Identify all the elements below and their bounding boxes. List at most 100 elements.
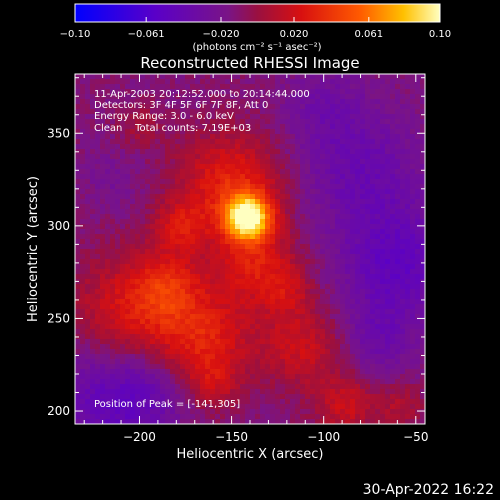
heatmap-cell bbox=[115, 144, 121, 150]
heatmap-cell bbox=[260, 119, 266, 125]
heatmap-cell bbox=[305, 309, 311, 315]
heatmap-cell bbox=[335, 294, 341, 300]
heatmap-cell bbox=[135, 154, 141, 160]
heatmap-cell bbox=[385, 274, 391, 280]
heatmap-cell bbox=[170, 104, 176, 110]
heatmap-cell bbox=[210, 349, 216, 355]
heatmap-cell bbox=[205, 214, 211, 220]
heatmap-cell bbox=[410, 299, 416, 305]
heatmap-cell bbox=[115, 259, 121, 265]
heatmap-cell bbox=[175, 339, 181, 345]
heatmap-cell bbox=[185, 249, 191, 255]
heatmap-cell bbox=[250, 284, 256, 290]
heatmap-cell bbox=[130, 234, 136, 240]
heatmap-cell bbox=[400, 79, 406, 85]
heatmap-cell bbox=[245, 224, 251, 230]
heatmap-cell bbox=[310, 384, 316, 390]
heatmap-cell bbox=[155, 209, 161, 215]
heatmap-cell bbox=[270, 204, 276, 210]
heatmap-cell bbox=[385, 379, 391, 385]
heatmap-cell bbox=[415, 84, 421, 90]
heatmap-cell bbox=[380, 79, 386, 85]
heatmap-cell bbox=[415, 99, 421, 105]
heatmap-cell bbox=[150, 99, 156, 105]
heatmap-cell bbox=[315, 249, 321, 255]
heatmap-cell bbox=[285, 319, 291, 325]
heatmap-cell bbox=[105, 289, 111, 295]
heatmap-cell bbox=[325, 399, 331, 405]
heatmap-cell bbox=[190, 214, 196, 220]
heatmap-cell bbox=[355, 414, 361, 420]
heatmap-cell bbox=[130, 359, 136, 365]
heatmap-cell bbox=[305, 409, 311, 415]
heatmap-cell bbox=[215, 94, 221, 100]
heatmap-cell bbox=[335, 169, 341, 175]
heatmap-cell bbox=[165, 234, 171, 240]
heatmap-cell bbox=[135, 249, 141, 255]
heatmap-cell bbox=[365, 179, 371, 185]
heatmap-cell bbox=[265, 179, 271, 185]
heatmap-cell bbox=[180, 374, 186, 380]
heatmap-cell bbox=[85, 359, 91, 365]
heatmap-cell bbox=[295, 284, 301, 290]
heatmap-cell bbox=[295, 94, 301, 100]
heatmap-cell bbox=[255, 99, 261, 105]
heatmap-cell bbox=[385, 299, 391, 305]
heatmap-cell bbox=[240, 284, 246, 290]
heatmap-cell bbox=[315, 339, 321, 345]
heatmap-cell bbox=[390, 344, 396, 350]
heatmap-cell bbox=[270, 179, 276, 185]
heatmap-cell bbox=[165, 284, 171, 290]
heatmap-cell bbox=[165, 74, 171, 80]
heatmap-cell bbox=[200, 304, 206, 310]
heatmap-cell bbox=[355, 74, 361, 80]
heatmap-cell bbox=[395, 354, 401, 360]
heatmap-cell bbox=[345, 294, 351, 300]
heatmap-cell bbox=[300, 304, 306, 310]
heatmap-cell bbox=[135, 204, 141, 210]
heatmap-cell bbox=[300, 194, 306, 200]
heatmap-cell bbox=[135, 89, 141, 95]
heatmap-cell bbox=[200, 84, 206, 90]
heatmap-cell bbox=[165, 304, 171, 310]
heatmap-cell bbox=[85, 154, 91, 160]
heatmap-cell bbox=[135, 214, 141, 220]
heatmap-cell bbox=[85, 329, 91, 335]
heatmap-cell bbox=[295, 194, 301, 200]
heatmap-cell bbox=[385, 199, 391, 205]
heatmap-cell bbox=[140, 374, 146, 380]
heatmap-cell bbox=[175, 219, 181, 225]
heatmap-cell bbox=[415, 194, 421, 200]
heatmap-cell bbox=[215, 279, 221, 285]
heatmap-cell bbox=[165, 309, 171, 315]
heatmap-cell bbox=[165, 344, 171, 350]
heatmap-cell bbox=[370, 144, 376, 150]
heatmap-cell bbox=[310, 169, 316, 175]
heatmap-cell bbox=[335, 139, 341, 145]
heatmap-cell bbox=[330, 179, 336, 185]
heatmap-cell bbox=[405, 129, 411, 135]
heatmap-cell bbox=[125, 169, 131, 175]
heatmap-cell bbox=[150, 284, 156, 290]
heatmap-cell bbox=[245, 144, 251, 150]
heatmap-cell bbox=[195, 289, 201, 295]
heatmap-cell bbox=[405, 139, 411, 145]
heatmap-cell bbox=[420, 139, 425, 145]
heatmap-cell bbox=[225, 149, 231, 155]
heatmap-cell bbox=[360, 284, 366, 290]
heatmap-cell bbox=[185, 114, 191, 120]
heatmap-cell bbox=[320, 84, 326, 90]
heatmap-cell bbox=[415, 219, 421, 225]
heatmap-cell bbox=[410, 189, 416, 195]
heatmap-cell bbox=[405, 419, 411, 424]
heatmap-cell bbox=[260, 139, 266, 145]
heatmap-cell bbox=[325, 414, 331, 420]
heatmap-cell bbox=[195, 419, 201, 424]
heatmap-cell bbox=[345, 154, 351, 160]
heatmap-cell bbox=[105, 179, 111, 185]
heatmap-cell bbox=[200, 184, 206, 190]
heatmap-cell bbox=[380, 334, 386, 340]
heatmap-cell bbox=[240, 274, 246, 280]
heatmap-cell bbox=[405, 329, 411, 335]
heatmap-cell bbox=[200, 199, 206, 205]
